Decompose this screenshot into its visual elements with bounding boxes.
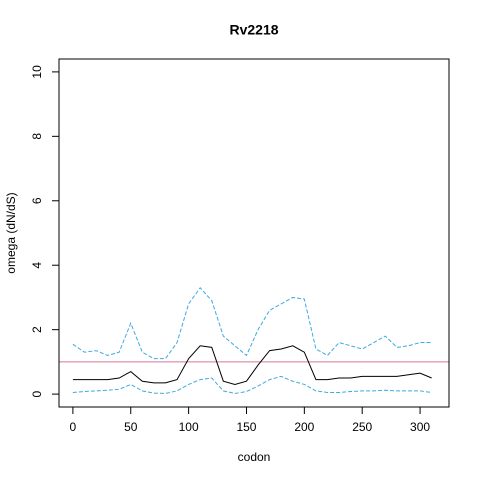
y-tick-label: 10 — [30, 65, 44, 79]
y-tick-label: 0 — [30, 390, 44, 397]
x-tick-label: 50 — [124, 420, 138, 434]
x-tick-label: 300 — [410, 420, 430, 434]
y-tick-label: 6 — [30, 197, 44, 204]
y-tick-label: 2 — [30, 326, 44, 333]
chart-title: Rv2218 — [229, 22, 278, 38]
line-series — [72, 286, 432, 360]
x-tick-label: 0 — [70, 420, 77, 434]
y-tick-label: 8 — [30, 133, 44, 140]
y-axis-label: omega (dN/dS) — [4, 192, 18, 273]
x-tick-label: 250 — [352, 420, 372, 434]
y-tick-label: 4 — [30, 262, 44, 269]
plot-frame — [58, 58, 450, 408]
x-axis-label: codon — [238, 450, 271, 464]
x-tick-label: 150 — [236, 420, 256, 434]
x-tick-label: 100 — [179, 420, 199, 434]
x-tick-label: 200 — [294, 420, 314, 434]
line-series — [72, 375, 432, 394]
line-series — [72, 345, 432, 385]
